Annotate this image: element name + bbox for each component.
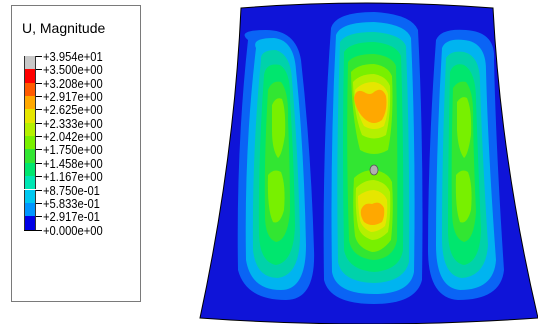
- legend-label: +0.000e+00: [43, 222, 103, 238]
- legend-label: +2.917e+00: [43, 89, 103, 105]
- legend-swatch: [24, 69, 36, 83]
- legend-tick: [24, 229, 42, 231]
- right-column-contours: [428, 29, 504, 300]
- node-marker: [369, 164, 379, 176]
- legend-label: +2.042e+00: [43, 129, 103, 145]
- legend-label: +3.500e+00: [43, 62, 103, 78]
- legend-label: +3.954e+01: [43, 49, 103, 64]
- contour-plot[interactable]: [196, 0, 538, 324]
- left-column-contours: [237, 30, 315, 300]
- displacement-contour[interactable]: [196, 0, 538, 324]
- legend-label: +2.625e+00: [43, 102, 103, 118]
- center-column-contours: [323, 12, 423, 304]
- legend-swatch: [24, 109, 36, 123]
- legend-swatch: [24, 122, 36, 137]
- legend-panel: U, Magnitude +3.954e+01 +3.500e+00 +3.208e…: [11, 5, 141, 302]
- legend-swatch: [24, 56, 36, 70]
- legend-label: +2.333e+00: [43, 115, 103, 131]
- legend-label: +1.750e+00: [43, 142, 103, 158]
- legend-label: +3.208e+00: [43, 75, 103, 91]
- legend-label: +8.750e-01: [43, 182, 100, 198]
- legend-label: +1.458e+00: [43, 155, 103, 171]
- legend-swatch: [24, 216, 36, 230]
- legend-swatch: [24, 162, 36, 177]
- legend-label: +2.917e-01: [43, 209, 100, 225]
- legend-swatch: [24, 136, 36, 150]
- legend-label: +5.833e-01: [43, 195, 100, 211]
- legend-swatch: [24, 176, 36, 190]
- legend-title: U, Magnitude: [22, 20, 106, 36]
- plate-outline: [199, 2, 538, 324]
- legend-swatch: [24, 202, 36, 217]
- legend-swatch: [24, 96, 36, 110]
- legend-label: +1.167e+00: [43, 169, 103, 185]
- legend-swatch: [24, 82, 36, 97]
- legend-swatch: [24, 149, 36, 163]
- legend-swatch: [24, 189, 36, 203]
